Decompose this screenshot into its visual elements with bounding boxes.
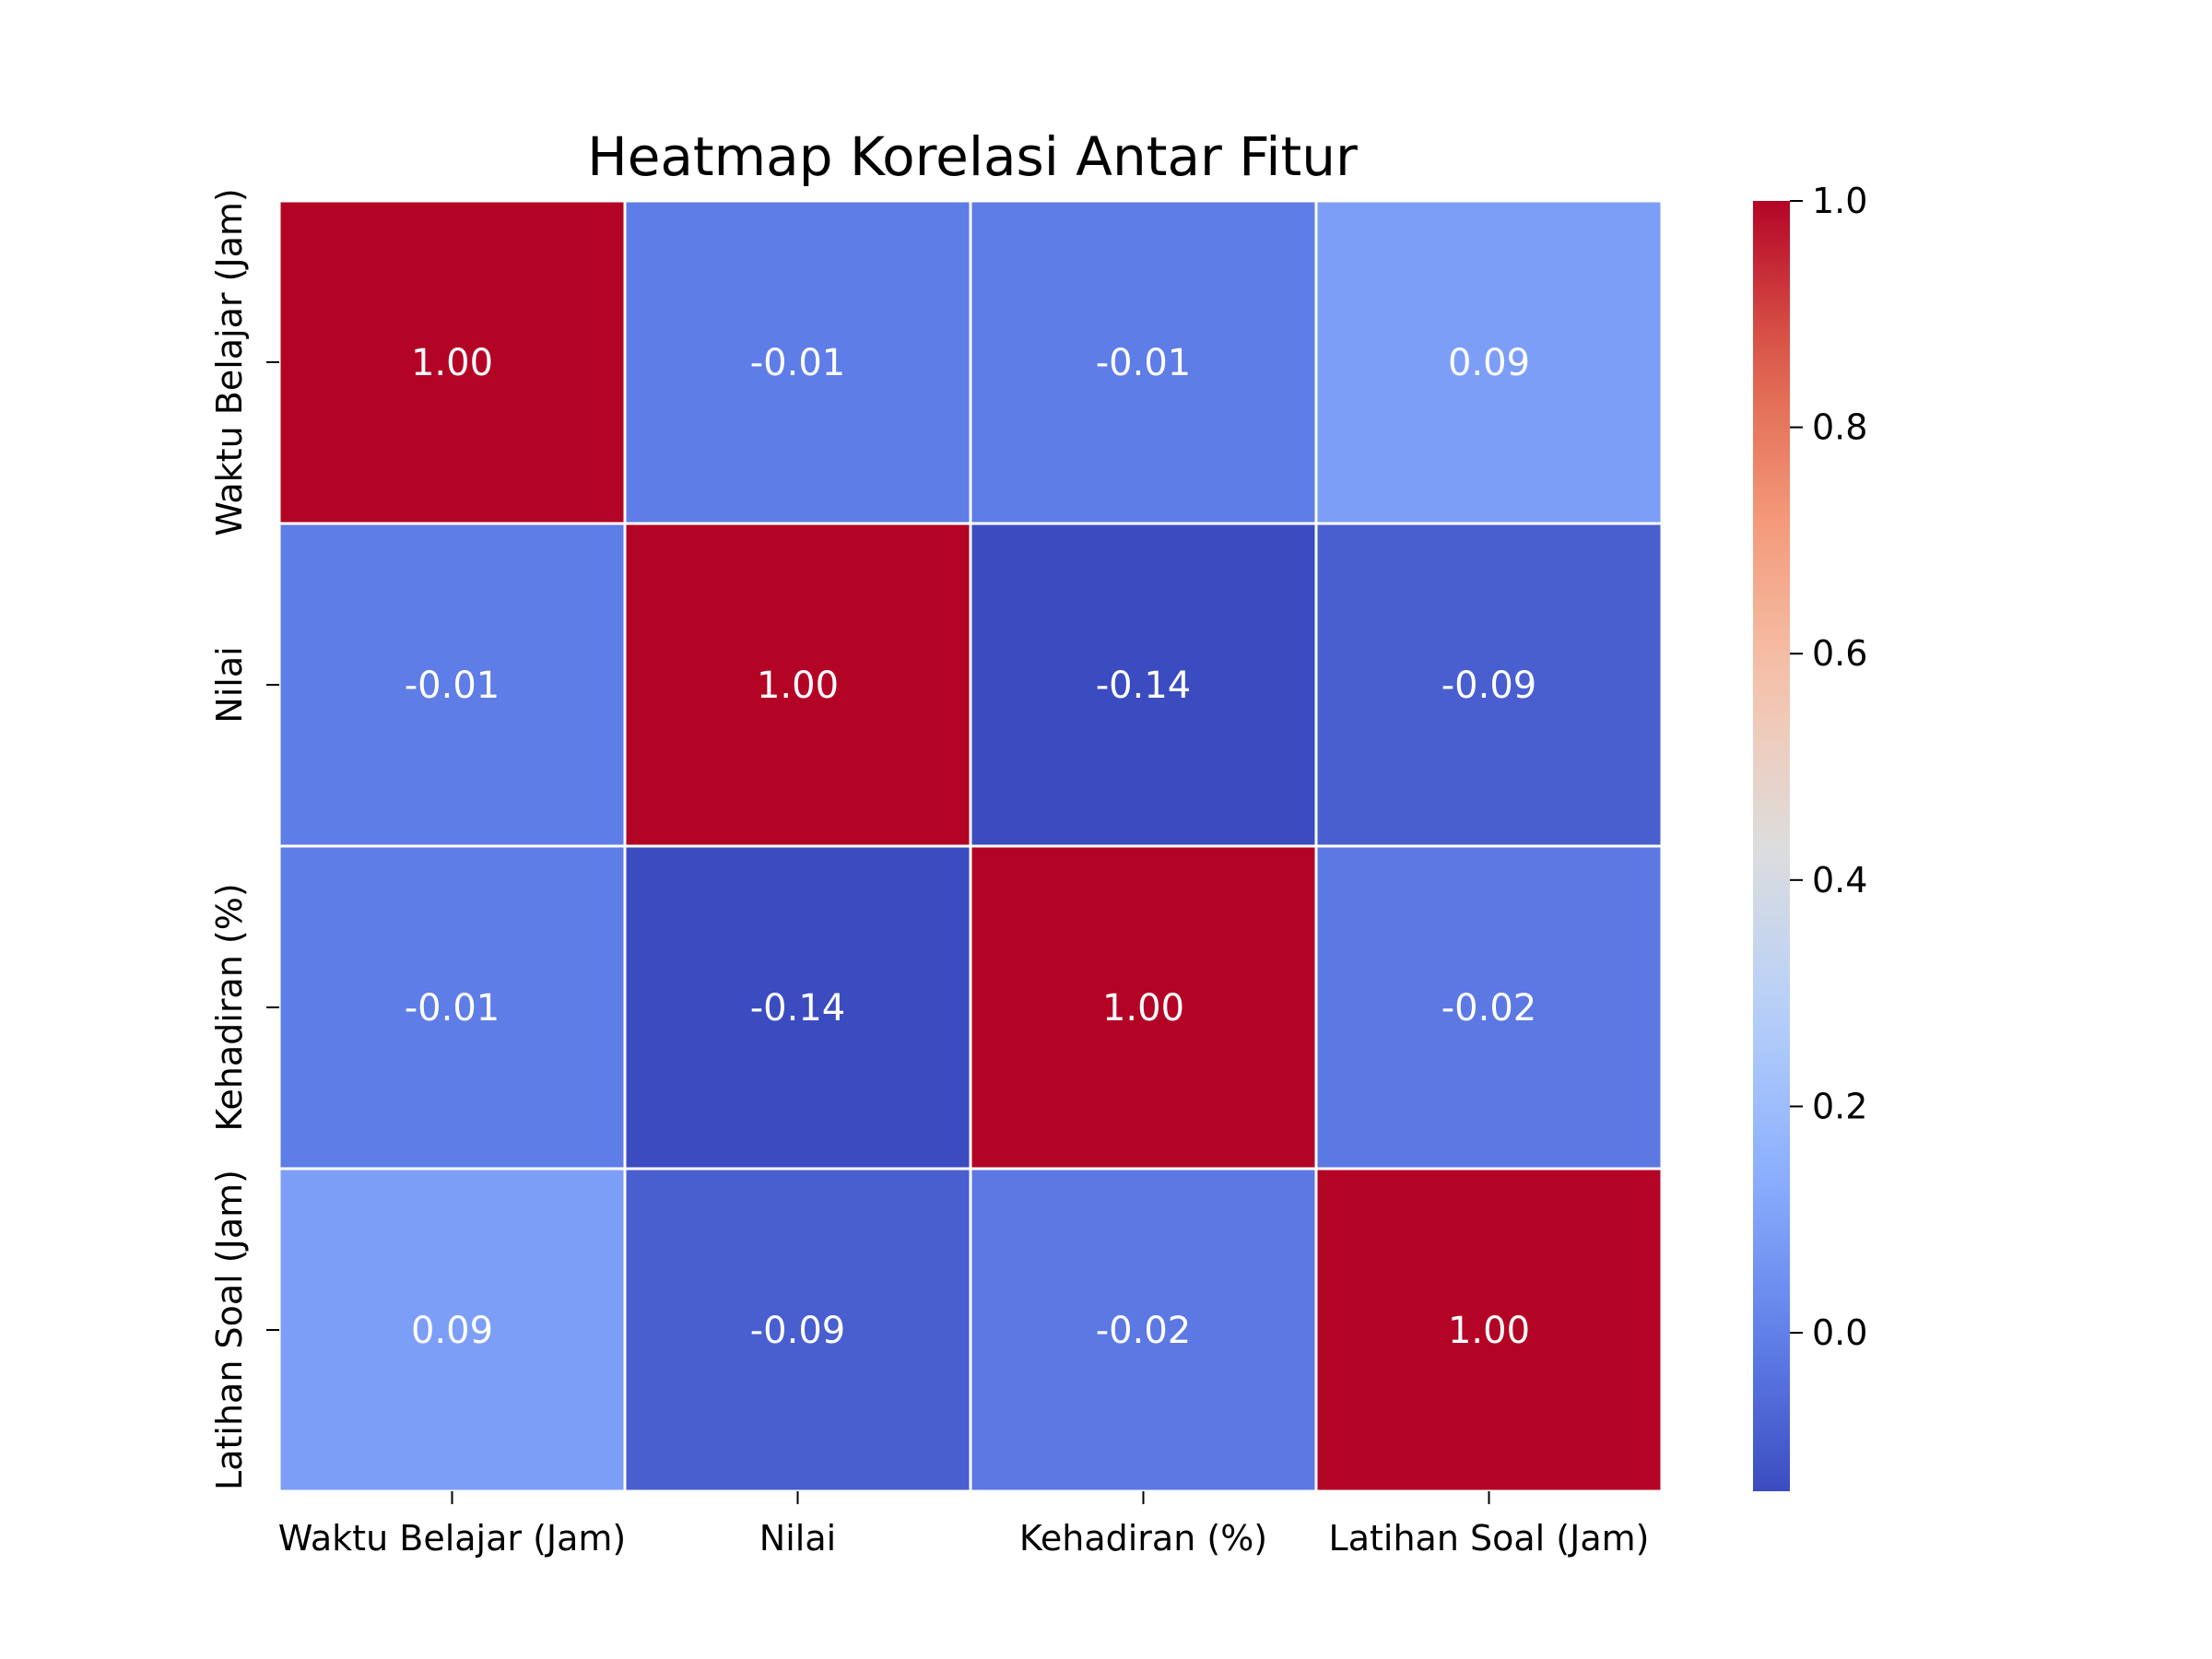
heatmap-cell [969,199,1318,525]
cell-value-label: -0.01 [405,987,500,1030]
cell-value-label: -0.09 [750,1310,846,1352]
colorbar-tick-label: 0.4 [1812,860,1867,900]
cell-value-label: 1.00 [1448,1310,1530,1352]
cell-value-label: 0.09 [1448,342,1530,384]
x-axis: Waktu Belajar (Jam) Nilai Kehadiran (%) Lat… [278,1491,1650,1559]
cell-value-label: 1.00 [1102,987,1184,1030]
heatmap-cell [623,522,972,848]
heatmap-cell [623,199,972,525]
x-tick-label: Latihan Soal (Jam) [1329,1518,1650,1559]
cell-value-label: -0.01 [750,342,846,384]
heatmap-cell [1314,522,1664,848]
colorbar-tick-label: 0.2 [1812,1086,1867,1126]
y-tick-label: Nilai [209,646,250,723]
y-tick-label: Latihan Soal (Jam) [209,1170,250,1490]
colorbar-tick-label: 1.0 [1812,181,1867,221]
heatmap-cell [277,1167,627,1493]
colorbar: 0.0 0.2 0.4 0.6 0.8 1.0 [1753,181,1867,1491]
heatmap-cell [1314,1167,1664,1493]
x-tick-label: Nilai [759,1518,836,1559]
heatmap-cell [623,1167,972,1493]
cell-value-label: 1.00 [411,342,493,384]
heatmap-cells: 1.00 -0.01 -0.01 0.09 -0.01 1.00 -0.14 -0.09 -0.… [277,199,1664,1493]
cell-value-label: -0.01 [1096,342,1192,384]
y-axis: Waktu Belajar (Jam) Nilai Kehadiran (%) Lat… [209,188,279,1490]
y-tick-label: Kehadiran (%) [209,883,250,1131]
colorbar-tick-label: 0.6 [1812,633,1867,674]
x-tick-label: Waktu Belajar (Jam) [278,1518,627,1559]
cell-value-label: -0.14 [750,987,846,1030]
cell-value-label: 0.09 [411,1310,493,1352]
heatmap-cell [277,522,627,848]
cell-value-label: -0.14 [1096,665,1192,707]
colorbar-gradient [1753,201,1790,1491]
cell-value-label: -0.02 [1096,1310,1192,1352]
cell-value-label: -0.02 [1441,987,1537,1030]
colorbar-tick-label: 0.0 [1812,1312,1867,1353]
heatmap-cell [623,844,972,1171]
cell-value-label: -0.01 [405,665,500,707]
chart-title: Heatmap Korelasi Antar Fitur [587,125,1358,188]
cell-value-label: 1.00 [757,665,839,707]
heatmap-cell [277,199,627,525]
colorbar-tick-label: 0.8 [1812,407,1867,448]
x-tick-label: Kehadiran (%) [1019,1518,1267,1559]
y-tick-label: Waktu Belajar (Jam) [209,188,250,536]
cell-value-label: -0.09 [1441,665,1537,707]
heatmap-cell [969,1167,1318,1493]
heatmap-cell [1314,844,1664,1171]
heatmap-cell [1314,199,1664,525]
